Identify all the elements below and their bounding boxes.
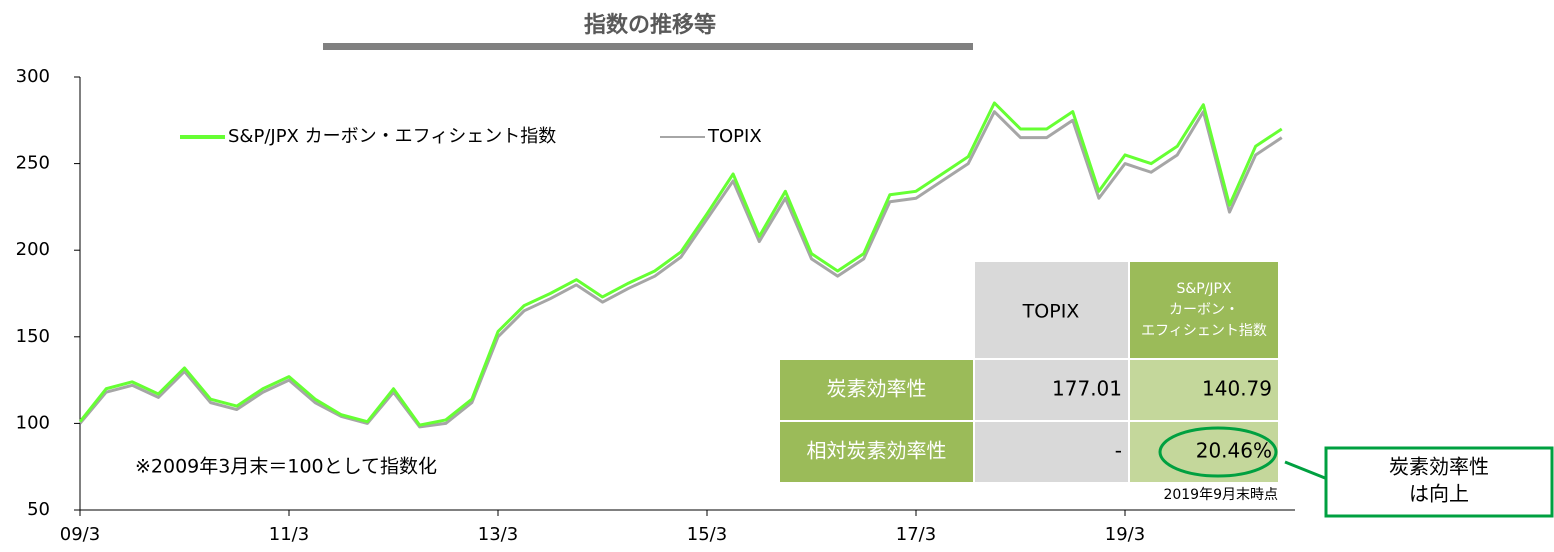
x-tick-label: 11/3	[269, 524, 309, 545]
callout-pointer	[1284, 460, 1326, 480]
table-header: エフィシェント指数	[1141, 323, 1267, 339]
callout-box	[1324, 446, 1554, 518]
table-cell-text: 炭素効率性	[827, 377, 927, 401]
y-tick-label: 150	[16, 326, 50, 347]
table-cell	[1130, 360, 1278, 420]
x-tick-label: 09/3	[60, 524, 100, 545]
table-footnote: 2019年9月末時点	[1163, 487, 1278, 503]
y-tick-label: 50	[27, 499, 50, 520]
table-header: カーボン・	[1169, 302, 1239, 318]
callout-text: は向上	[1409, 482, 1469, 506]
table-cell	[780, 422, 973, 482]
title-bar	[323, 43, 973, 50]
y-tick-label: 100	[16, 412, 50, 433]
table-cell	[975, 422, 1128, 482]
legend-label: S&P/JPX カーボン・エフィシェント指数	[228, 126, 556, 147]
table-header: S&P/JPX	[1176, 281, 1232, 297]
table-cell-text: 177.01	[1052, 377, 1122, 401]
x-tick-label: 13/3	[478, 524, 518, 545]
table-cell-text: -	[1115, 439, 1122, 463]
highlight	[1158, 426, 1278, 478]
y-tick-label: 250	[16, 153, 50, 174]
x-tick-label: 17/3	[896, 524, 936, 545]
note: ※2009年3月末＝100として指数化	[135, 456, 437, 478]
table-header-cell	[1130, 262, 1278, 358]
chart-title: 指数の推移等	[584, 12, 716, 38]
table-cell-text: 相対炭素効率性	[807, 439, 947, 463]
table-header-cell	[975, 262, 1128, 358]
callout-text: 炭素効率性	[1389, 455, 1489, 479]
series-line	[78, 110, 1283, 429]
y-tick-label: 200	[16, 239, 50, 260]
table-cell	[975, 360, 1128, 420]
table-cell-text: 20.46%	[1196, 439, 1272, 463]
table-cell	[780, 360, 973, 420]
table-header: TOPIX	[1022, 301, 1080, 323]
series-line	[78, 101, 1283, 427]
y-tick-label: 300	[16, 66, 50, 87]
x-tick-label: 19/3	[1105, 524, 1145, 545]
table-cell-text: 140.79	[1202, 377, 1272, 401]
x-tick-label: 15/3	[687, 524, 727, 545]
legend-label: TOPIX	[707, 126, 762, 147]
